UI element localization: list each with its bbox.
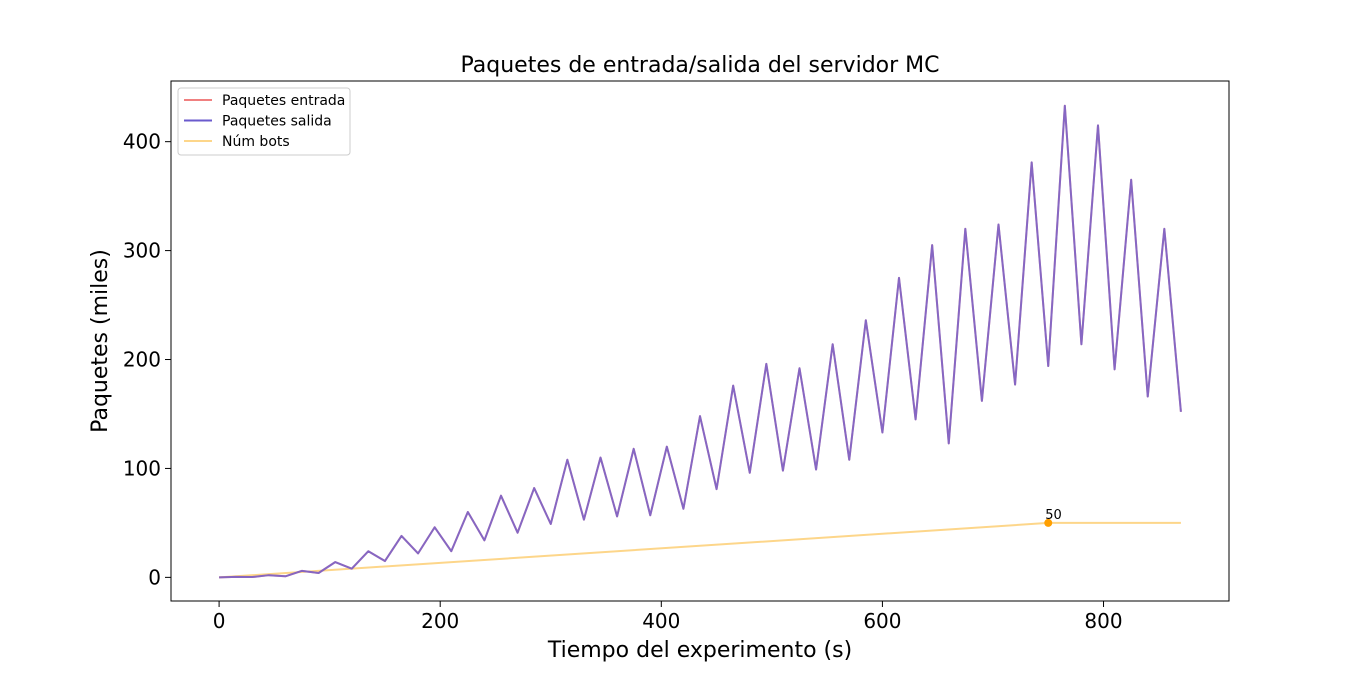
y-tick-label: 0 bbox=[148, 565, 161, 589]
y-tick-label: 400 bbox=[123, 130, 161, 154]
y-tick-label: 300 bbox=[123, 239, 161, 263]
x-tick-label: 200 bbox=[421, 609, 459, 633]
x-axis-label: Tiempo del experimento (s) bbox=[547, 638, 852, 663]
x-tick-label: 400 bbox=[642, 609, 680, 633]
annotation-marker-1 bbox=[1044, 518, 1053, 527]
y-tick-label: 100 bbox=[123, 456, 161, 480]
plot-frame bbox=[170, 80, 1230, 602]
legend-label-2: Paquetes salida bbox=[222, 114, 332, 130]
series-line-2 bbox=[219, 104, 1182, 579]
chart-title: Paquetes de entrada/salida del servidor … bbox=[461, 53, 940, 78]
series-line-1 bbox=[219, 104, 1182, 579]
y-axis: 0 100 200 300 400 bbox=[123, 130, 171, 589]
annotation-label-1: 50 bbox=[1045, 508, 1062, 523]
x-tick-label: 600 bbox=[863, 609, 901, 633]
x-tick-label: 0 bbox=[213, 609, 226, 633]
x-tick-label: 800 bbox=[1084, 609, 1122, 633]
series-line-3 bbox=[219, 521, 1181, 579]
legend-label-1: Paquetes entrada bbox=[222, 93, 345, 109]
y-tick-label: 200 bbox=[123, 348, 161, 372]
plot-area: 50 bbox=[219, 104, 1182, 579]
legend-label-3: Núm bots bbox=[222, 134, 290, 150]
legend-box bbox=[177, 87, 351, 156]
legend: Paquetes entrada Paquetes salida Núm bots bbox=[177, 87, 351, 156]
x-axis: 0 200 400 600 800 bbox=[213, 601, 1123, 633]
y-axis-label: Paquetes (miles) bbox=[88, 249, 113, 433]
